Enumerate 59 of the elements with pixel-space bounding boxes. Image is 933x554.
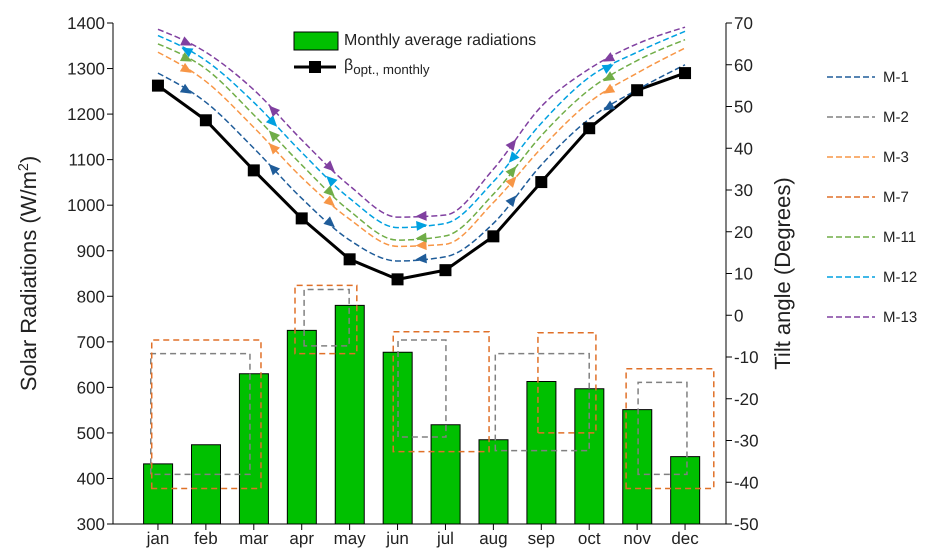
legend-label: M-1: [883, 68, 909, 86]
y2-tick-label: 40: [734, 139, 753, 158]
legend-label: M-11: [883, 228, 916, 246]
point: [487, 230, 500, 242]
point: [152, 80, 164, 92]
point: [679, 67, 692, 80]
y-tick-label: 1400: [67, 14, 105, 34]
y2-tick-label: 30: [734, 181, 753, 200]
y-tick-label: 900: [76, 242, 105, 261]
x-tick-label: dec: [671, 529, 700, 548]
y2-tick-label: -20: [734, 390, 759, 409]
y2-tick-label: 0: [734, 306, 744, 326]
y2-tick-label: -10: [734, 348, 759, 368]
point: [344, 253, 356, 266]
point: [631, 84, 644, 96]
x-tick-label: aug: [479, 529, 508, 548]
legend-label: M-2: [883, 108, 909, 126]
y2-tick-label: 70: [734, 14, 753, 34]
legend-label: M-3: [883, 148, 909, 166]
y2-tick-label: 10: [734, 264, 753, 284]
legend-label: M-12: [883, 268, 918, 286]
y2-tick-label: -30: [734, 432, 759, 451]
x-tick-label: jul: [436, 529, 454, 548]
x-tick-label: apr: [289, 529, 314, 548]
point: [392, 273, 404, 286]
legend-label: β$_{opt., monthly}$: [344, 56, 430, 78]
y-tick-label: 1200: [67, 105, 105, 124]
y-tick-label: 400: [76, 469, 105, 488]
y2-tick-label: 20: [734, 222, 753, 242]
point: [296, 212, 308, 224]
y2-tick-label: 50: [734, 98, 753, 117]
legend-label: M-7: [883, 188, 909, 206]
y-tick-label: 1100: [68, 150, 105, 170]
legend-label: M-13: [883, 308, 918, 326]
x-tick-label: may: [334, 529, 366, 548]
y-tick-label: 1300: [67, 60, 105, 79]
legend-label: Monthly average radiations: [344, 32, 536, 50]
x-tick-label: nov: [623, 529, 652, 548]
point: [583, 122, 596, 134]
y2-tick-label: 60: [734, 56, 753, 75]
point: [439, 264, 452, 276]
y2-tick-label: -50: [734, 515, 759, 534]
x-tick-label: mar: [239, 529, 269, 548]
x-tick-label: jan: [146, 529, 170, 548]
point: [535, 176, 548, 188]
point: [248, 164, 260, 176]
y-tick-label: 1000: [67, 196, 105, 216]
y-tick-label: 600: [76, 378, 105, 398]
y2-tick-label: -40: [734, 473, 759, 492]
x-tick-label: sep: [528, 529, 556, 548]
y-tick-label: 700: [76, 332, 105, 352]
x-tick-label: oct: [578, 529, 601, 548]
y-tick-label: 500: [76, 424, 105, 443]
x-tick-label: feb: [194, 529, 218, 548]
y-tick-label: 800: [76, 287, 105, 306]
x-tick-label: jun: [385, 529, 409, 548]
y-tick-label: 300: [76, 515, 105, 534]
y2-axis-title: Tilt angle (Degrees): [770, 177, 795, 370]
point: [200, 114, 212, 126]
